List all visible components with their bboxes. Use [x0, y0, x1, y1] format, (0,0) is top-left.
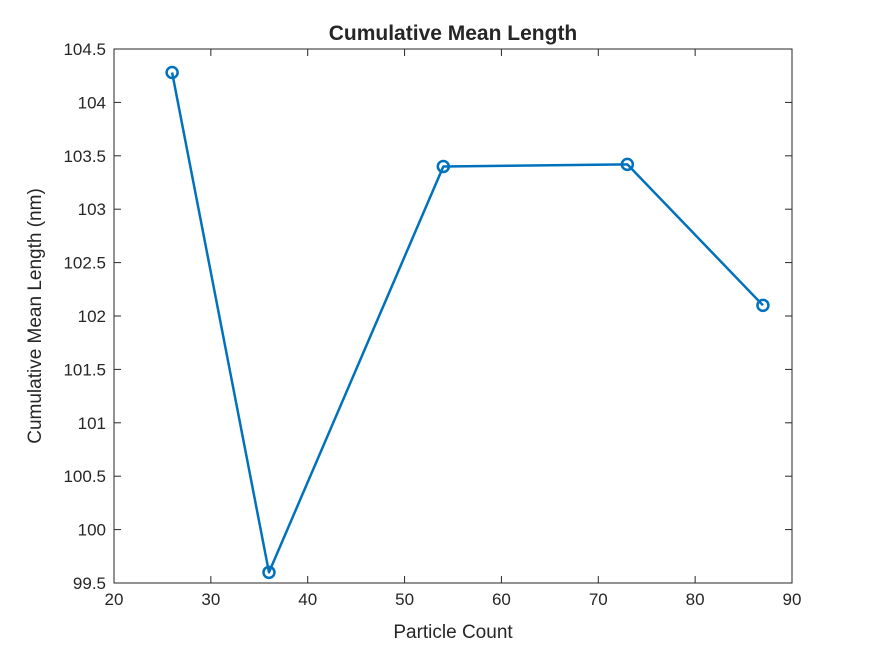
x-tick-label: 80 [686, 590, 705, 609]
x-tick-label: 90 [783, 590, 802, 609]
y-tick-label: 100 [78, 521, 106, 540]
chart-title: Cumulative Mean Length [329, 22, 578, 45]
y-axis-label: Cumulative Mean Length (nm) [25, 188, 46, 444]
y-tick-label: 99.5 [73, 574, 106, 593]
x-tick-label: 30 [201, 590, 220, 609]
data-point-marker [436, 159, 451, 174]
y-tick-label: 103 [78, 200, 106, 219]
x-tick-label: 70 [589, 590, 608, 609]
x-tick-label: 50 [395, 590, 414, 609]
series-layer [165, 65, 770, 580]
data-point-marker [165, 65, 179, 80]
data-point-marker [756, 298, 770, 313]
series-line [170, 72, 764, 574]
data-point-marker [262, 565, 276, 580]
x-tick-label: 20 [105, 590, 124, 609]
plot-area [114, 49, 792, 583]
y-tick-label: 101 [78, 414, 106, 433]
y-tick-label: 100.5 [63, 467, 106, 486]
x-tick-label: 60 [492, 590, 511, 609]
x-tick-label: 40 [298, 590, 317, 609]
plot-frame [113, 48, 793, 584]
y-tick-label: 102 [78, 307, 106, 326]
y-tick-label: 104 [78, 93, 106, 112]
y-tick-label: 103.5 [63, 147, 106, 166]
data-point-marker [620, 157, 635, 172]
ticks-layer: 20 30 40 50 60 70 80 90 99.5 100 100.5 101 101.5 102 1… [63, 40, 801, 609]
y-tick-label: 104.5 [63, 40, 106, 59]
y-tick-label: 102.5 [63, 254, 106, 273]
x-axis-label: Particle Count [393, 622, 513, 643]
y-tick-label: 101.5 [63, 360, 106, 379]
